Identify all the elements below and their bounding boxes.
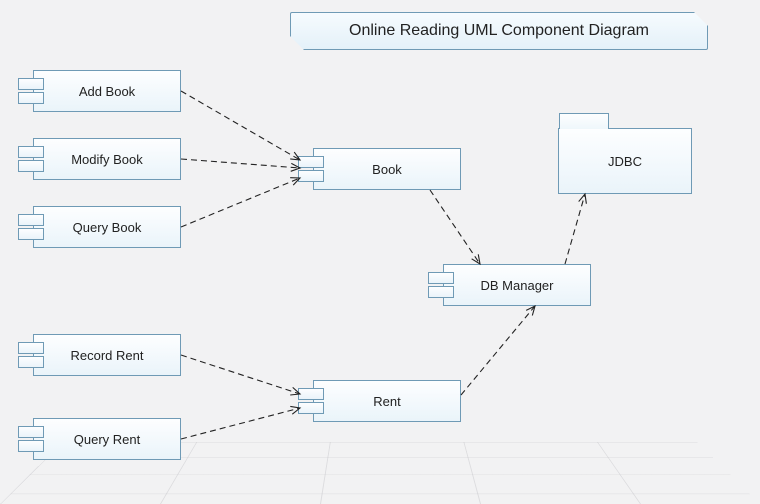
diagram-title: Online Reading UML Component Diagram [290, 12, 708, 50]
component-lugs-icon [18, 214, 42, 240]
component-dbManager: DB Manager [443, 264, 591, 306]
component-lugs-icon [298, 388, 322, 414]
component-label: Record Rent [71, 348, 144, 363]
component-queryBook: Query Book [33, 206, 181, 248]
component-addBook: Add Book [33, 70, 181, 112]
edge-queryRent-to-rent [181, 408, 300, 439]
edge-addBook-to-book [181, 91, 300, 160]
component-lugs-icon [18, 78, 42, 104]
component-lugs-icon [18, 146, 42, 172]
diagram-title-text: Online Reading UML Component Diagram [349, 22, 649, 40]
component-label: Rent [373, 394, 400, 409]
component-queryRent: Query Rent [33, 418, 181, 460]
component-label: Add Book [79, 84, 135, 99]
edge-dbManager-to-jdbc [565, 194, 585, 264]
component-label: DB Manager [481, 278, 554, 293]
package-label: JDBC [608, 154, 642, 169]
component-label: Book [372, 162, 402, 177]
edge-rent-to-dbManager [461, 306, 535, 395]
component-label: Modify Book [71, 152, 143, 167]
component-rent: Rent [313, 380, 461, 422]
package-tab-icon [559, 113, 609, 129]
edge-recordRent-to-rent [181, 355, 300, 394]
component-lugs-icon [18, 426, 42, 452]
component-book: Book [313, 148, 461, 190]
component-lugs-icon [18, 342, 42, 368]
component-label: Query Book [73, 220, 142, 235]
component-recordRent: Record Rent [33, 334, 181, 376]
component-label: Query Rent [74, 432, 140, 447]
edge-book-to-dbManager [430, 190, 480, 264]
edge-modifyBook-to-book [181, 159, 300, 168]
package-jdbc: JDBC [558, 128, 692, 194]
component-lugs-icon [428, 272, 452, 298]
component-lugs-icon [298, 156, 322, 182]
edge-queryBook-to-book [181, 178, 300, 227]
component-modifyBook: Modify Book [33, 138, 181, 180]
